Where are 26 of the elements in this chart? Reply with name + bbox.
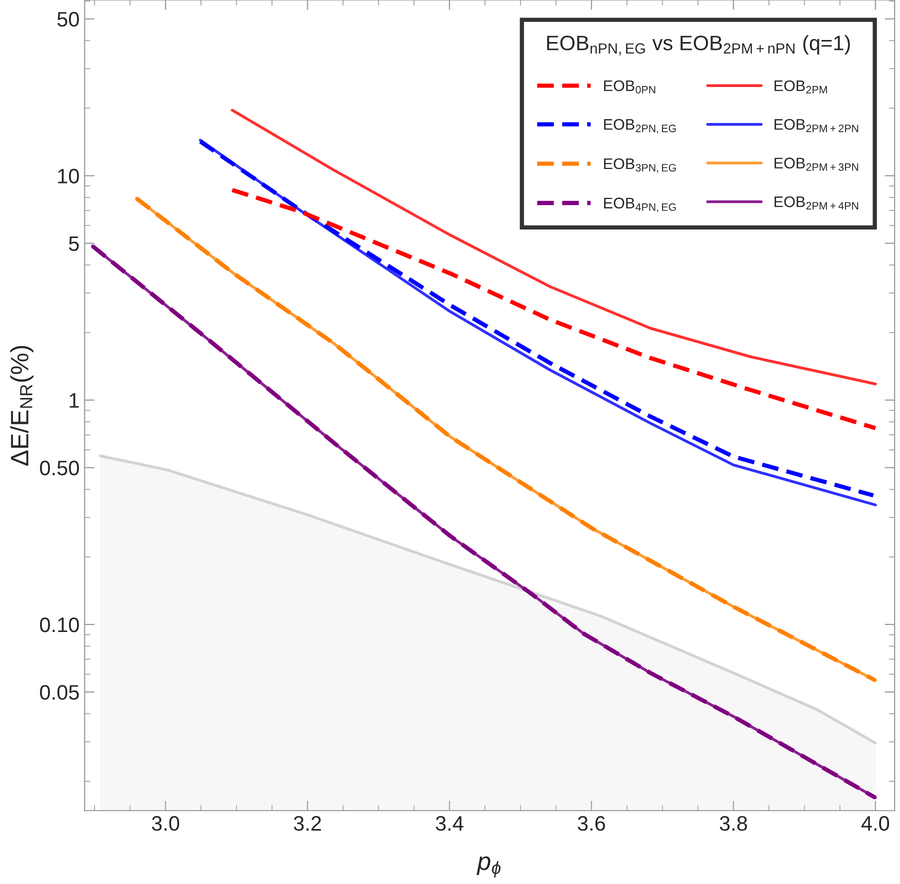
x-tick-label: 3.6 <box>578 816 606 831</box>
legend-label: EOB$_{2PN,EG}$ <box>604 119 676 134</box>
x-tick-label: 4.0 <box>861 816 890 831</box>
x-tick-label: 3.4 <box>436 816 464 831</box>
x-tick-label: 3.0 <box>152 816 180 831</box>
legend-label: EOB$_{2PM+4PN}$ <box>774 196 858 210</box>
legend-label: EOB$_{2PM+2PN}$ <box>774 119 858 132</box>
x-tick-label: 3.2 <box>294 816 321 831</box>
y-tick-label: 10 <box>58 168 79 184</box>
y-axis-title: ΔE/E$_{NR}$(%) <box>10 346 34 466</box>
y-tick-label: 50 <box>57 12 79 27</box>
legend-label: EOB$_{2PM}$ <box>774 80 827 94</box>
y-tick-label: 0.10 <box>40 617 79 632</box>
legend-title: EOB$_{nPN,EG}$ vs EOB$_{2PM+nPN}$ (q=1) <box>547 35 850 56</box>
legend-label: EOB$_{4PN,EG}$ <box>604 198 676 212</box>
line-series <box>230 108 877 386</box>
y-tick-label: 1 <box>70 393 79 408</box>
y-tick-label: 5 <box>68 236 79 252</box>
x-tick-label: 3.8 <box>720 816 748 831</box>
y-tick-label: 0.50 <box>40 460 79 476</box>
legend-label: EOB$_{2PM+3PN}$ <box>774 158 858 171</box>
legend-label: EOB$_{0PN}$ <box>604 80 656 94</box>
line-series <box>230 188 878 430</box>
y-tick-label: 0.05 <box>40 685 79 700</box>
legend-label: EOB$_{3PN,EG}$ <box>604 158 676 173</box>
x-axis-title: p$_{ϕ}$ <box>476 856 501 878</box>
